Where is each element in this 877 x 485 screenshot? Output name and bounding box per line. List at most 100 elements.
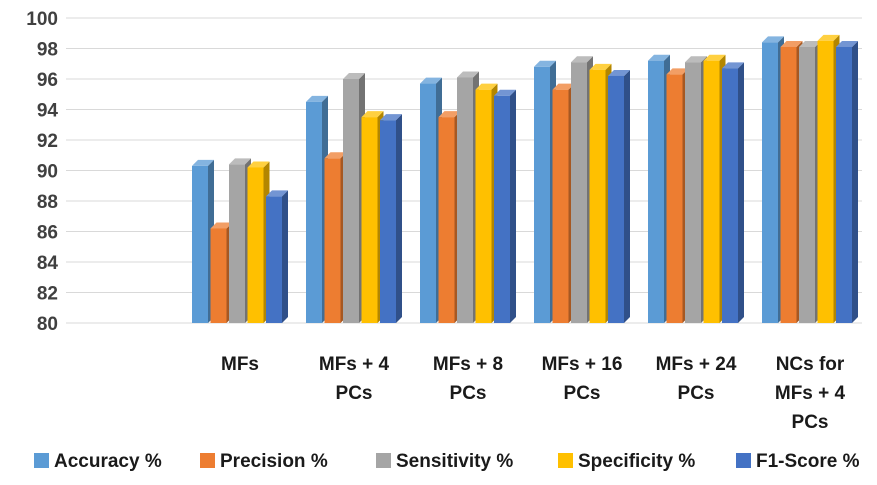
- legend-item: F1-Score %: [736, 451, 860, 472]
- bar-top: [380, 114, 402, 121]
- x-category-label-line: PCs: [678, 383, 715, 404]
- legend-item: Sensitivity %: [376, 451, 513, 472]
- bar-side: [852, 40, 858, 323]
- bar-top: [192, 159, 214, 166]
- x-category-label: MFs + 16 PCs: [542, 354, 623, 404]
- bar-front: [229, 164, 245, 323]
- y-tick-label: 84: [37, 253, 59, 274]
- bar-front: [571, 62, 587, 323]
- bar-front: [534, 66, 550, 324]
- bar-top: [799, 40, 821, 47]
- bar-front: [722, 68, 738, 323]
- bar-top: [571, 56, 593, 63]
- bar-front: [817, 40, 834, 323]
- x-category-label: MFs + 4 PCs: [319, 354, 390, 404]
- bar-front: [266, 196, 282, 323]
- legend-label: F1-Score %: [756, 451, 860, 472]
- legend-label: Accuracy %: [54, 451, 162, 472]
- bar-front: [361, 117, 378, 323]
- y-tick-label: 88: [37, 192, 58, 213]
- bar-top: [475, 83, 498, 90]
- bar-front: [589, 69, 606, 323]
- y-tick-label: 82: [37, 284, 58, 305]
- legend: Accuracy % Precision % Sensitivity % Specif…: [34, 451, 860, 472]
- y-tick-label: 92: [37, 131, 58, 152]
- bar-front: [836, 46, 852, 323]
- bar-front: [380, 120, 396, 323]
- bar-front: [703, 60, 720, 323]
- bar-top: [438, 111, 461, 118]
- x-category-label: MFs + 24 PCs: [656, 354, 737, 404]
- bar: [380, 114, 402, 323]
- bar-top: [247, 161, 270, 168]
- x-category-label-line: MFs: [221, 354, 259, 375]
- legend-item: Precision %: [200, 451, 328, 472]
- bar-top: [836, 40, 858, 47]
- legend-label: Specificity %: [578, 451, 695, 472]
- y-tick-label: 100: [26, 9, 58, 30]
- bar-top: [343, 73, 365, 79]
- bar-front: [343, 79, 359, 323]
- bar-front: [210, 228, 227, 323]
- x-category-label: MFs + 8 PCs: [433, 354, 503, 404]
- bar-top: [494, 89, 516, 96]
- bar-top: [361, 111, 384, 118]
- bar-front: [494, 95, 510, 324]
- x-category-label-line: NCs for: [776, 354, 845, 375]
- y-tick-label: 86: [37, 223, 58, 244]
- x-category-label-line: MFs + 16: [542, 354, 623, 375]
- bar-front: [475, 89, 492, 323]
- legend-swatch: [200, 453, 215, 468]
- x-category-label-line: PCs: [336, 383, 373, 404]
- bar-top: [780, 40, 803, 47]
- bar-front: [438, 117, 455, 323]
- x-category-label: MFs: [221, 354, 259, 375]
- bar: [266, 190, 288, 323]
- bar-top: [210, 222, 233, 229]
- legend-swatch: [376, 453, 391, 468]
- bar-side: [396, 114, 402, 323]
- legend-label: Sensitivity %: [396, 451, 513, 472]
- bar-top: [552, 83, 575, 90]
- legend-swatch: [34, 453, 49, 468]
- bar-top: [608, 69, 630, 76]
- bar-top: [229, 158, 251, 165]
- bar: [608, 69, 630, 323]
- bar-top: [266, 190, 288, 197]
- x-category-label-line: PCs: [450, 383, 487, 404]
- bar-top: [722, 62, 744, 69]
- bar-front: [648, 60, 664, 323]
- bar-top: [306, 95, 328, 102]
- bar-side: [282, 190, 288, 323]
- bar-top: [817, 34, 840, 41]
- y-tick-label: 90: [37, 162, 58, 183]
- bars: [192, 34, 858, 324]
- bar-top: [324, 152, 347, 159]
- bar-side: [624, 69, 630, 323]
- legend-item: Accuracy %: [34, 451, 162, 472]
- bar: [836, 40, 858, 323]
- bar-top: [666, 68, 689, 75]
- legend-swatch: [736, 453, 751, 468]
- bar-front: [666, 74, 683, 323]
- x-category-label-line: PCs: [792, 412, 829, 433]
- bar-top: [420, 77, 442, 84]
- x-category-label-line: PCs: [564, 383, 601, 404]
- bar: [722, 62, 744, 323]
- bar-top: [534, 60, 556, 67]
- bar-front: [247, 167, 264, 323]
- bar-top: [457, 71, 479, 78]
- bar-top: [685, 56, 707, 63]
- bar-front: [552, 89, 569, 323]
- legend-swatch: [558, 453, 573, 468]
- x-category-label-line: MFs + 24: [656, 354, 737, 375]
- bar-top: [703, 54, 726, 61]
- y-tick-label: 98: [37, 40, 58, 61]
- bar-front: [457, 77, 473, 323]
- bar-top: [589, 63, 612, 70]
- legend-label: Precision %: [220, 451, 328, 472]
- y-tick-label: 80: [37, 314, 58, 335]
